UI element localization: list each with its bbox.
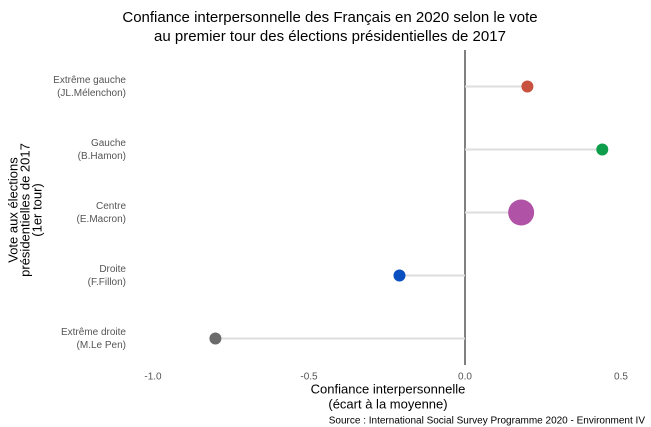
y-tick-label: Gauche bbox=[91, 138, 126, 149]
x-tick-label: -0.5 bbox=[300, 372, 318, 383]
x-tick-label: 0.0 bbox=[458, 372, 472, 383]
y-tick-label: Extrême gauche bbox=[53, 75, 126, 86]
x-axis-label: Confiance interpersonnelle bbox=[311, 381, 466, 396]
y-tick-label: (F.Fillon) bbox=[88, 277, 126, 288]
y-tick-label: (B.Hamon) bbox=[78, 151, 126, 162]
y-tick-label: (E.Macron) bbox=[77, 214, 126, 225]
x-axis-label: (écart à la moyenne) bbox=[328, 396, 447, 411]
dot bbox=[393, 269, 406, 282]
y-tick-label: (JL.Mélenchon) bbox=[57, 88, 126, 99]
dot bbox=[508, 199, 535, 226]
chart-title: au premier tour des élections présidenti… bbox=[154, 28, 506, 45]
x-tick-label: -1.0 bbox=[144, 372, 162, 383]
y-tick-label: Extrême droite bbox=[61, 327, 126, 338]
dot bbox=[596, 143, 609, 156]
dot bbox=[521, 80, 534, 93]
y-tick-label: Droite bbox=[99, 264, 126, 275]
x-tick-label: 0.5 bbox=[614, 372, 628, 383]
y-axis-label: (1er tour) bbox=[29, 183, 44, 236]
dot bbox=[209, 332, 222, 345]
y-tick-label: (M.Le Pen) bbox=[77, 340, 126, 351]
y-axis-label: Vote aux élections bbox=[5, 157, 20, 263]
chart-title: Confiance interpersonnelle des Français … bbox=[122, 9, 537, 26]
y-axis-label: présidentielles de 2017 bbox=[17, 143, 32, 277]
source: Source : International Social Survey Pro… bbox=[329, 416, 646, 427]
y-tick-label: Centre bbox=[96, 201, 126, 212]
